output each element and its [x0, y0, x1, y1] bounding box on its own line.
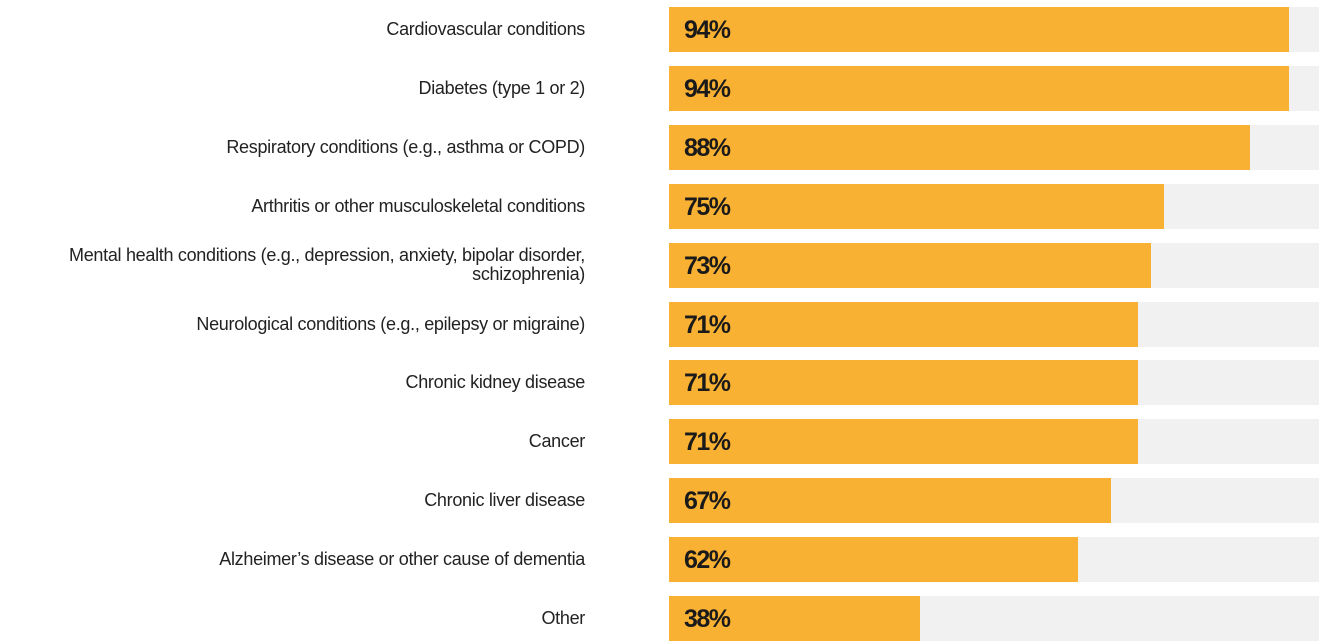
- bar-row: Neurological conditions (e.g., epilepsy …: [0, 301, 1319, 347]
- value-label: 71%: [684, 369, 731, 398]
- value-label: 62%: [684, 546, 731, 575]
- bar-row: Cardiovascular conditions 94%: [0, 7, 1319, 52]
- bar: [669, 242, 1151, 288]
- value-label: 94%: [684, 16, 731, 44]
- bar: [669, 65, 1290, 111]
- bar: [669, 419, 1138, 465]
- value-label: 75%: [684, 192, 731, 221]
- bar-row: Alzheimer’s disease or other cause of de…: [0, 537, 1319, 583]
- category-label: Chronic liver disease: [424, 490, 585, 511]
- bar-row: Diabetes (type 1 or 2) 94%: [0, 65, 1319, 111]
- bar-row: Cancer 71%: [0, 419, 1319, 465]
- bar: [669, 124, 1250, 170]
- value-label: 71%: [684, 310, 731, 339]
- category-label: Arthritis or other musculoskeletal condi…: [251, 195, 585, 216]
- value-label: 88%: [684, 133, 731, 162]
- category-label: Diabetes (type 1 or 2): [418, 77, 586, 98]
- bar-row: Respiratory conditions (e.g., asthma or …: [0, 124, 1319, 170]
- bar: [669, 360, 1138, 406]
- bar: [669, 478, 1112, 524]
- value-label: 94%: [684, 74, 731, 103]
- category-label: Neurological conditions (e.g., epilepsy …: [196, 313, 585, 334]
- category-label: Mental health conditions (e.g., depressi…: [69, 245, 585, 285]
- value-label: 73%: [684, 251, 731, 280]
- bar-row: Chronic liver disease 67%: [0, 478, 1319, 524]
- category-label: Respiratory conditions (e.g., asthma or …: [226, 136, 585, 157]
- value-label: 71%: [684, 428, 731, 457]
- bar-row: Mental health conditions (e.g., depressi…: [0, 242, 1319, 288]
- category-label: Other: [541, 608, 585, 628]
- bar-row: Other 38%: [0, 596, 1319, 641]
- bar-row: Chronic kidney disease 71%: [0, 360, 1319, 406]
- category-label: Chronic kidney disease: [405, 372, 586, 393]
- category-label: Alzheimer’s disease or other cause of de…: [219, 549, 585, 570]
- bar: [669, 301, 1138, 347]
- bar-row: Arthritis or other musculoskeletal condi…: [0, 183, 1319, 229]
- category-label: Cancer: [528, 431, 586, 452]
- bar: [669, 596, 920, 641]
- value-label: 67%: [684, 487, 731, 516]
- category-label: Cardiovascular conditions: [386, 19, 585, 39]
- value-label: 38%: [684, 605, 731, 633]
- bar: [669, 183, 1164, 229]
- bar: [669, 537, 1079, 583]
- bar: [669, 7, 1290, 52]
